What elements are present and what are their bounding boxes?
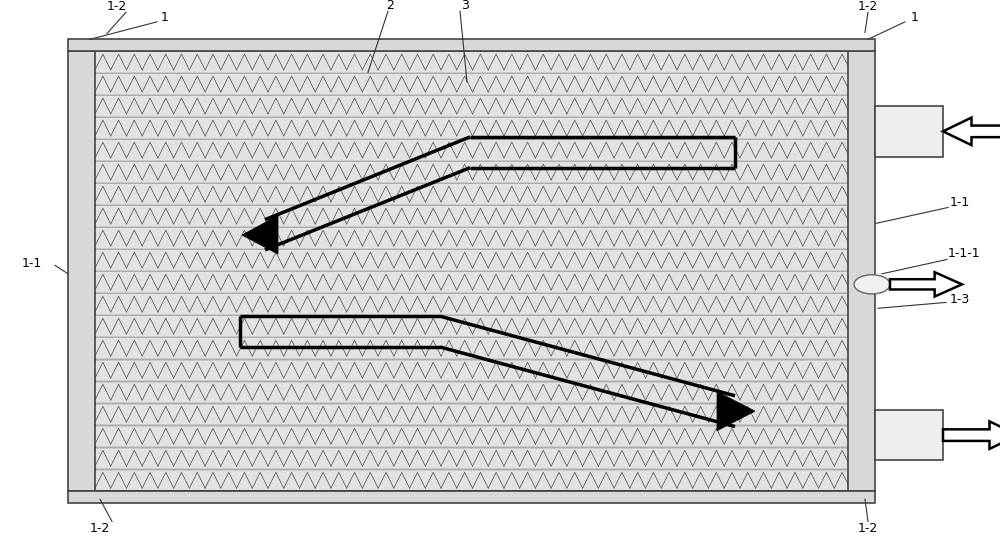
Text: 1-3: 1-3 — [950, 293, 970, 306]
Text: 1-2: 1-2 — [107, 1, 127, 13]
Polygon shape — [95, 162, 850, 182]
Polygon shape — [95, 184, 850, 204]
Polygon shape — [95, 119, 850, 138]
Text: 2: 2 — [386, 0, 394, 12]
Polygon shape — [95, 448, 850, 468]
Polygon shape — [95, 206, 850, 226]
Polygon shape — [943, 118, 1000, 145]
Polygon shape — [95, 51, 850, 491]
Text: 3: 3 — [461, 0, 469, 12]
Polygon shape — [875, 410, 943, 460]
Polygon shape — [890, 272, 962, 296]
Text: 1-2: 1-2 — [858, 1, 878, 13]
Polygon shape — [95, 96, 850, 116]
Polygon shape — [95, 471, 850, 490]
Polygon shape — [95, 383, 850, 402]
Text: 1: 1 — [911, 11, 919, 24]
Polygon shape — [68, 491, 875, 503]
Polygon shape — [95, 405, 850, 424]
Polygon shape — [95, 316, 850, 336]
Circle shape — [854, 275, 890, 294]
Polygon shape — [242, 216, 278, 254]
Polygon shape — [95, 426, 850, 446]
Polygon shape — [95, 52, 850, 72]
Polygon shape — [943, 421, 1000, 449]
Polygon shape — [68, 39, 875, 51]
Text: 1-1-1: 1-1-1 — [948, 247, 980, 260]
Polygon shape — [95, 294, 850, 314]
Polygon shape — [717, 391, 755, 431]
Text: 1: 1 — [161, 11, 169, 24]
Polygon shape — [95, 251, 850, 270]
Polygon shape — [95, 361, 850, 380]
Polygon shape — [95, 140, 850, 160]
Polygon shape — [68, 51, 95, 491]
Polygon shape — [875, 106, 943, 157]
Polygon shape — [95, 272, 850, 292]
Polygon shape — [95, 74, 850, 94]
Text: 1-2: 1-2 — [90, 522, 110, 535]
Text: 1-2: 1-2 — [858, 522, 878, 535]
Text: 1-1: 1-1 — [950, 196, 970, 209]
Polygon shape — [95, 338, 850, 358]
Polygon shape — [848, 51, 875, 491]
Text: 1-1: 1-1 — [22, 257, 42, 270]
Polygon shape — [95, 229, 850, 248]
